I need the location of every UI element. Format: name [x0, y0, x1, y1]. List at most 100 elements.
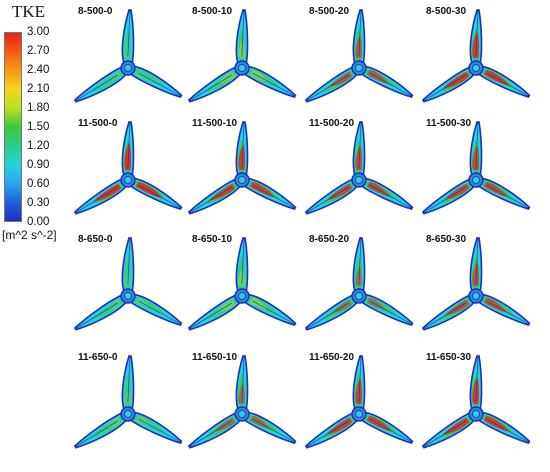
panel-label: 8-500-30: [426, 6, 467, 17]
rotor-blade: [304, 293, 359, 331]
rotor-panel: 8-500-0: [72, 4, 192, 116]
panel-label: 8-650-0: [78, 234, 113, 245]
rotor-blade: [469, 9, 483, 65]
colorbar: [4, 32, 22, 222]
rotor-blade: [235, 237, 249, 293]
rotor-panel: 8-650-30: [420, 232, 540, 344]
rotor-blade: [73, 411, 128, 449]
rotor-blade: [359, 65, 414, 99]
rotor-panel: 11-650-0: [72, 350, 192, 462]
rotor-blade: [128, 177, 183, 211]
rotor-blade: [128, 411, 183, 445]
colorbar-tick-label: 3.00: [27, 26, 50, 38]
rotor-blade: [235, 355, 249, 411]
legend-unit: [m^2 s^-2]: [2, 228, 57, 242]
rotor-panel: 11-650-20: [303, 350, 423, 462]
colorbar-tick-label: 0.60: [27, 178, 50, 190]
rotor-blade: [476, 65, 531, 99]
colorbar-tick-label: 2.70: [27, 45, 50, 57]
rotor-panel: 8-500-30: [420, 4, 540, 116]
colorbar-tick-label: 0.00: [27, 216, 50, 228]
rotor-blade: [242, 411, 297, 445]
rotor-blade: [476, 411, 531, 445]
rotor-blade: [128, 293, 183, 327]
rotor-contour: [421, 355, 531, 449]
rotor-panel: 8-650-10: [186, 232, 306, 344]
rotor-blade: [128, 65, 183, 99]
rotor-blade: [187, 293, 242, 331]
rotor-contour: [73, 355, 183, 449]
rotor-blade: [121, 355, 135, 411]
panel-label: 11-650-30: [426, 352, 472, 363]
rotor-contour: [304, 9, 414, 103]
panel-label: 8-500-20: [309, 6, 350, 17]
rotor-panel: 11-500-30: [420, 116, 540, 228]
panel-label: 11-650-10: [192, 352, 238, 363]
rotor-panel: 11-500-10: [186, 116, 306, 228]
rotor-blade: [73, 65, 128, 103]
panel-label: 8-650-30: [426, 234, 467, 245]
rotor-blade: [187, 177, 242, 215]
colorbar-tick-label: 2.40: [27, 64, 50, 76]
rotor-panel: 11-500-0: [72, 116, 192, 228]
rotor-contour: [187, 237, 297, 331]
panel-label: 11-500-30: [426, 118, 472, 129]
panel-label: 8-500-0: [78, 6, 113, 17]
colorbar-tick-label: 1.50: [27, 121, 50, 133]
rotor-blade: [359, 177, 414, 211]
rotor-blade: [121, 237, 135, 293]
rotor-blade: [235, 9, 249, 65]
rotor-blade: [421, 293, 476, 331]
panel-label: 11-500-20: [309, 118, 355, 129]
colorbar-tick-label: 0.30: [27, 197, 50, 209]
panel-label: 8-650-10: [192, 234, 233, 245]
rotor-blade: [359, 411, 414, 445]
rotor-contour: [187, 9, 297, 103]
rotor-contour: [304, 237, 414, 331]
rotor-contour: [421, 237, 531, 331]
rotor-blade: [73, 293, 128, 331]
colorbar-tick-label: 1.80: [27, 102, 50, 114]
rotor-blade: [469, 121, 483, 177]
rotor-contour: [187, 355, 297, 449]
rotor-panel: 11-500-20: [303, 116, 423, 228]
rotor-blade: [187, 411, 242, 449]
rotor-blade: [242, 293, 297, 327]
legend-title: TKE: [12, 2, 46, 21]
rotor-blade: [476, 293, 531, 327]
rotor-blade: [235, 121, 249, 177]
panel-label: 8-650-20: [309, 234, 350, 245]
rotor-panel: 8-500-20: [303, 4, 423, 116]
rotor-contour: [421, 121, 531, 215]
panel-label: 11-500-0: [78, 118, 118, 129]
rotor-panel: 11-650-10: [186, 350, 306, 462]
colorbar-tick-label: 0.90: [27, 159, 50, 171]
colorbar-tick-label: 2.10: [27, 83, 50, 95]
rotor-contour: [73, 237, 183, 331]
rotor-contour: [304, 121, 414, 215]
rotor-blade: [187, 65, 242, 103]
panel-label: 11-650-20: [309, 352, 355, 363]
rotor-blade: [469, 237, 483, 293]
colorbar-tick-label: 1.20: [27, 140, 50, 152]
rotor-contour: [421, 9, 531, 103]
rotor-blade: [304, 411, 359, 449]
rotor-blade: [352, 237, 366, 293]
rotor-blade: [469, 355, 483, 411]
rotor-panel: 8-650-20: [303, 232, 423, 344]
rotor-blade: [121, 121, 135, 177]
rotor-contour: [187, 121, 297, 215]
rotor-blade: [421, 65, 476, 103]
rotor-contour: [304, 355, 414, 449]
rotor-blade: [121, 9, 135, 65]
rotor-blade: [421, 177, 476, 215]
rotor-blade: [73, 177, 128, 215]
rotor-panel: 11-650-30: [420, 350, 540, 462]
rotor-blade: [242, 177, 297, 211]
rotor-blade: [476, 177, 531, 211]
rotor-blade: [304, 65, 359, 103]
panel-label: 11-500-10: [192, 118, 238, 129]
rotor-blade: [352, 121, 366, 177]
rotor-panel: 8-500-10: [186, 4, 306, 116]
